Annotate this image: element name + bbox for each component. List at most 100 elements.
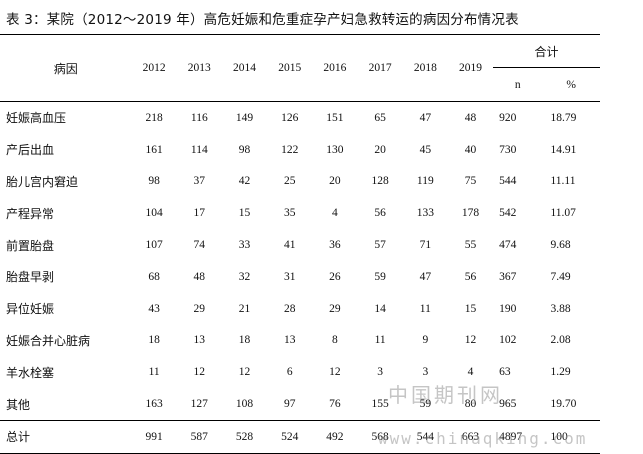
pct-cell: 3.88 — [550, 302, 571, 315]
table-caption: 表 3：某院（2012～2019 年）高危妊娠和危重症孕产妇急救转运的病因分布情… — [6, 12, 519, 28]
value-cell: 28 — [283, 302, 296, 315]
total-value-cell: 587 — [176, 419, 222, 454]
value-cell: 48 — [193, 270, 206, 283]
value-cell: 126 — [281, 111, 299, 124]
pct-cell: 19.70 — [550, 398, 577, 411]
pct-cell: 1.29 — [550, 366, 571, 379]
n-cell: 474 — [499, 239, 517, 252]
value-cell: 56 — [374, 207, 386, 220]
value-cell: 178 — [461, 207, 480, 220]
total-value-cell: 663 — [447, 419, 494, 454]
value-cell: 11 — [374, 334, 386, 347]
value-cell: 98 — [238, 143, 251, 156]
value-cell: 18 — [238, 334, 251, 347]
value-cell: 31 — [283, 270, 296, 283]
value-cell: 15 — [464, 302, 477, 315]
value-cell: 47 — [419, 111, 432, 124]
value-cell: 55 — [464, 239, 477, 252]
value-cell: 4 — [467, 366, 474, 379]
table-row: 前置胎盘 107 74 33 41 36 57 71 55 474 9.68 — [0, 229, 600, 261]
n-cell: 102 — [499, 334, 517, 347]
table-row: 妊娠高血压 218 116 149 126 151 65 47 48 920 1… — [0, 102, 600, 134]
n-cell: 920 — [499, 111, 517, 124]
value-cell: 128 — [371, 175, 389, 188]
cause-cell: 妊娠高血压 — [6, 111, 67, 126]
value-cell: 29 — [193, 302, 206, 315]
total-value-cell: 492 — [312, 419, 358, 454]
value-cell: 9 — [422, 334, 429, 347]
value-cell: 13 — [283, 334, 296, 347]
table-row: 产程异常 104 17 15 35 4 56 133 178 542 11.07 — [0, 197, 600, 229]
value-cell: 133 — [416, 207, 434, 220]
cause-cell: 产后出血 — [6, 143, 55, 158]
value-cell: 127 — [190, 398, 208, 411]
table-row: 妊娠合并心脏病 18 13 18 13 8 11 9 12 102 2.08 — [0, 325, 600, 357]
n-cell: 544 — [499, 175, 517, 188]
year-column-header: 2016 — [312, 34, 358, 102]
value-cell: 11 — [148, 366, 160, 379]
value-cell: 26 — [329, 270, 341, 283]
cause-cell: 异位妊娠 — [6, 302, 55, 317]
value-cell: 116 — [190, 111, 208, 124]
cause-column-header: 病因 — [0, 34, 132, 102]
pct-cell: 18.79 — [550, 111, 577, 124]
value-cell: 76 — [329, 398, 341, 411]
value-cell: 130 — [326, 143, 344, 156]
year-column-header: 2012 — [131, 34, 177, 102]
value-cell: 57 — [374, 239, 386, 252]
table-row: 产后出血 161 114 98 122 130 20 45 40 730 14.… — [0, 134, 600, 166]
value-cell: 12 — [238, 366, 251, 379]
pct-cell: 11.11 — [550, 175, 576, 188]
value-cell: 12 — [329, 366, 341, 379]
cause-cell: 妊娠合并心脏病 — [6, 333, 91, 348]
value-cell: 8 — [332, 334, 338, 347]
year-column-header: 2019 — [447, 34, 494, 102]
value-cell: 18 — [148, 334, 160, 347]
value-cell: 59 — [374, 270, 386, 283]
table-row: 其他 163 127 108 97 76 155 59 80 965 19.70 — [0, 388, 600, 420]
value-cell: 6 — [286, 366, 293, 379]
value-cell: 41 — [283, 239, 296, 252]
cause-cell: 胎儿宫内窘迫 — [6, 174, 79, 189]
value-cell: 163 — [145, 398, 163, 411]
value-cell: 65 — [374, 111, 386, 124]
value-cell: 33 — [238, 239, 251, 252]
watermark-url: www.chinaqking.com — [378, 429, 588, 448]
value-cell: 75 — [464, 175, 477, 188]
value-cell: 47 — [419, 270, 432, 283]
value-cell: 4 — [332, 207, 338, 220]
n-cell: 965 — [499, 398, 517, 411]
cause-cell: 其他 — [6, 397, 31, 412]
value-cell: 40 — [464, 143, 477, 156]
value-cell: 35 — [283, 207, 296, 220]
total-row: 总计 991 587 528 524 492 568 544 663 4897 … — [0, 419, 600, 454]
value-cell: 43 — [148, 302, 160, 315]
value-cell: 155 — [371, 398, 389, 411]
value-cell: 161 — [145, 143, 163, 156]
value-cell: 114 — [190, 143, 208, 156]
value-cell: 17 — [193, 207, 206, 220]
value-cell: 104 — [145, 207, 163, 220]
n-cell: 542 — [499, 207, 517, 220]
value-cell: 97 — [283, 398, 296, 411]
value-cell: 3 — [422, 366, 429, 379]
n-column-header: n — [493, 67, 543, 102]
cause-cell: 产程异常 — [6, 206, 55, 221]
value-cell: 14 — [374, 302, 386, 315]
value-cell: 59 — [419, 398, 432, 411]
pct-cell: 14.91 — [550, 143, 577, 156]
year-column-header: 2013 — [176, 34, 222, 102]
subheader-row: n % — [0, 67, 600, 102]
value-cell: 12 — [193, 366, 206, 379]
value-cell: 71 — [419, 239, 432, 252]
value-cell: 56 — [464, 270, 477, 283]
cause-cell: 胎盘早剥 — [6, 270, 55, 285]
watermark-logo: 中国期刊网 — [388, 383, 503, 407]
total-value-cell: 568 — [357, 419, 403, 454]
value-cell: 11 — [419, 302, 431, 315]
table-row: 胎儿宫内窘迫 98 37 42 25 20 128 119 75 544 11.… — [0, 166, 600, 198]
value-cell: 68 — [148, 270, 160, 283]
year-column-header: 2014 — [221, 34, 268, 102]
total-column-header: 合计 — [493, 34, 600, 68]
header-row: 病因 2012 2013 2014 2015 2016 2017 2018 20… — [0, 34, 600, 102]
